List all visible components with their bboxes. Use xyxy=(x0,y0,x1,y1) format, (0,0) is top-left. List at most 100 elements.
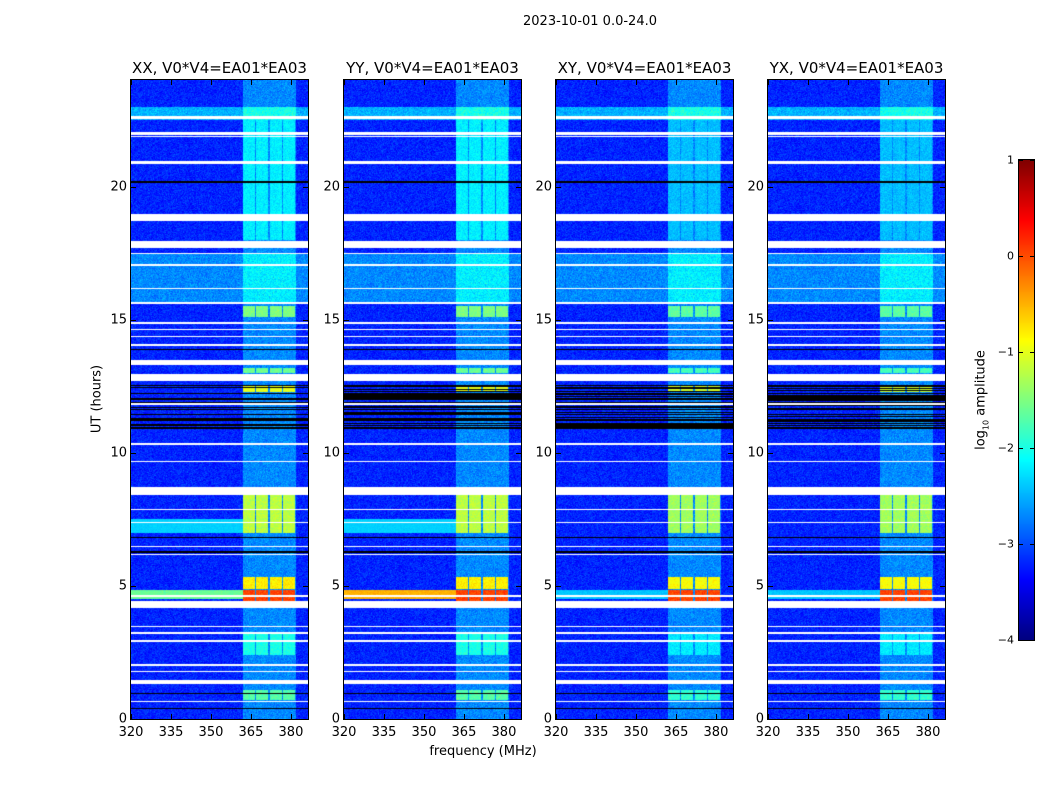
y-tick-label: 0 xyxy=(543,711,552,727)
spectrogram-panel-xy xyxy=(555,79,734,720)
x-tick-label: 335 xyxy=(158,725,184,740)
colorbar-tick-mark xyxy=(1030,352,1034,353)
y-tick-label: 15 xyxy=(747,312,764,328)
y-tick-mark xyxy=(728,585,733,587)
spectrogram-image xyxy=(344,80,521,719)
y-tick-mark xyxy=(516,319,521,321)
x-tick-mark xyxy=(887,714,889,719)
x-tick-mark xyxy=(344,714,345,719)
y-tick-mark xyxy=(131,719,136,720)
figure-title: 2023-10-01 0.0-24.0 xyxy=(523,14,657,29)
colorbar-tick-label: −4 xyxy=(997,633,1014,647)
y-tick-mark xyxy=(344,719,349,720)
colorbar xyxy=(1018,159,1035,641)
colorbar-tick-mark xyxy=(1030,160,1034,161)
y-tick-mark xyxy=(344,186,349,188)
y-tick-label: 5 xyxy=(543,578,552,594)
y-tick-mark xyxy=(768,585,773,587)
x-tick-label: 365 xyxy=(875,725,901,740)
colorbar-tick-mark xyxy=(1019,448,1023,449)
y-tick-mark xyxy=(728,719,733,720)
y-tick-label: 5 xyxy=(331,578,340,594)
y-tick-label: 20 xyxy=(110,179,127,194)
x-tick-mark xyxy=(595,714,597,719)
x-tick-mark xyxy=(887,80,889,85)
colorbar-tick-mark xyxy=(1030,544,1034,545)
y-tick-mark xyxy=(940,452,945,454)
x-tick-mark xyxy=(170,80,172,85)
x-axis-label: frequency (MHz) xyxy=(429,744,537,759)
y-tick-label: 0 xyxy=(118,711,127,727)
x-tick-mark xyxy=(635,80,637,85)
x-tick-label: 365 xyxy=(238,725,264,740)
colorbar-tick-mark xyxy=(1019,544,1023,545)
y-tick-mark xyxy=(131,452,136,454)
panel-title: YY, V0*V4=EA01*EA03 xyxy=(346,59,519,77)
y-tick-mark xyxy=(303,719,308,720)
y-tick-mark xyxy=(516,452,521,454)
y-tick-mark xyxy=(556,719,561,720)
spectrogram-panel-yy xyxy=(343,79,522,720)
x-tick-mark xyxy=(768,714,769,719)
y-tick-label: 10 xyxy=(535,445,552,461)
x-tick-label: 380 xyxy=(278,725,304,740)
x-tick-mark xyxy=(344,80,345,85)
x-tick-mark xyxy=(503,80,505,85)
y-tick-label: 5 xyxy=(118,578,127,594)
x-tick-label: 320 xyxy=(118,725,144,740)
y-tick-mark xyxy=(516,719,521,720)
x-tick-mark xyxy=(847,80,849,85)
x-tick-mark xyxy=(463,714,465,719)
x-tick-mark xyxy=(210,714,212,719)
x-tick-label: 350 xyxy=(623,725,649,740)
colorbar-tick-mark xyxy=(1030,640,1034,641)
y-tick-mark xyxy=(131,186,136,188)
y-tick-mark xyxy=(940,319,945,321)
x-tick-mark xyxy=(131,714,132,719)
x-tick-mark xyxy=(675,714,677,719)
y-tick-label: 10 xyxy=(323,445,340,461)
x-tick-mark xyxy=(290,80,292,85)
x-tick-mark xyxy=(423,714,425,719)
colorbar-tick-label: 1 xyxy=(1007,153,1014,167)
x-tick-mark xyxy=(463,80,465,85)
spectrogram-panel-yx xyxy=(767,79,946,720)
colorbar-tick-mark xyxy=(1019,640,1023,641)
x-tick-label: 365 xyxy=(451,725,477,740)
colorbar-tick-mark xyxy=(1019,256,1023,257)
x-tick-mark xyxy=(383,80,385,85)
x-tick-mark xyxy=(556,80,557,85)
y-tick-mark xyxy=(344,319,349,321)
x-tick-mark xyxy=(170,714,172,719)
x-tick-mark xyxy=(131,80,132,85)
panel-title: XY, V0*V4=EA01*EA03 xyxy=(557,59,732,77)
x-tick-mark xyxy=(715,714,717,719)
y-tick-mark xyxy=(940,585,945,587)
colorbar-tick-label: −3 xyxy=(997,537,1014,551)
x-tick-mark xyxy=(423,80,425,85)
y-tick-mark xyxy=(940,186,945,188)
y-tick-mark xyxy=(556,585,561,587)
x-tick-mark xyxy=(210,80,212,85)
y-tick-mark xyxy=(940,719,945,720)
colorbar-label: log10 amplitude xyxy=(973,350,991,450)
x-tick-mark xyxy=(807,714,809,719)
y-tick-mark xyxy=(556,319,561,321)
x-tick-mark xyxy=(927,80,929,85)
x-tick-label: 365 xyxy=(663,725,689,740)
y-tick-label: 15 xyxy=(110,312,127,328)
y-tick-mark xyxy=(768,186,773,188)
y-tick-mark xyxy=(344,452,349,454)
colorbar-tick-label: −2 xyxy=(997,441,1014,455)
colorbar-tick-mark xyxy=(1019,352,1023,353)
x-tick-label: 320 xyxy=(331,725,357,740)
colorbar-tick-mark xyxy=(1030,448,1034,449)
x-tick-mark xyxy=(595,80,597,85)
y-tick-mark xyxy=(768,319,773,321)
colorbar-tick-label: −1 xyxy=(997,345,1014,359)
spectrogram-image xyxy=(131,80,308,719)
x-tick-mark xyxy=(383,714,385,719)
y-tick-mark xyxy=(303,452,308,454)
y-tick-mark xyxy=(303,186,308,188)
